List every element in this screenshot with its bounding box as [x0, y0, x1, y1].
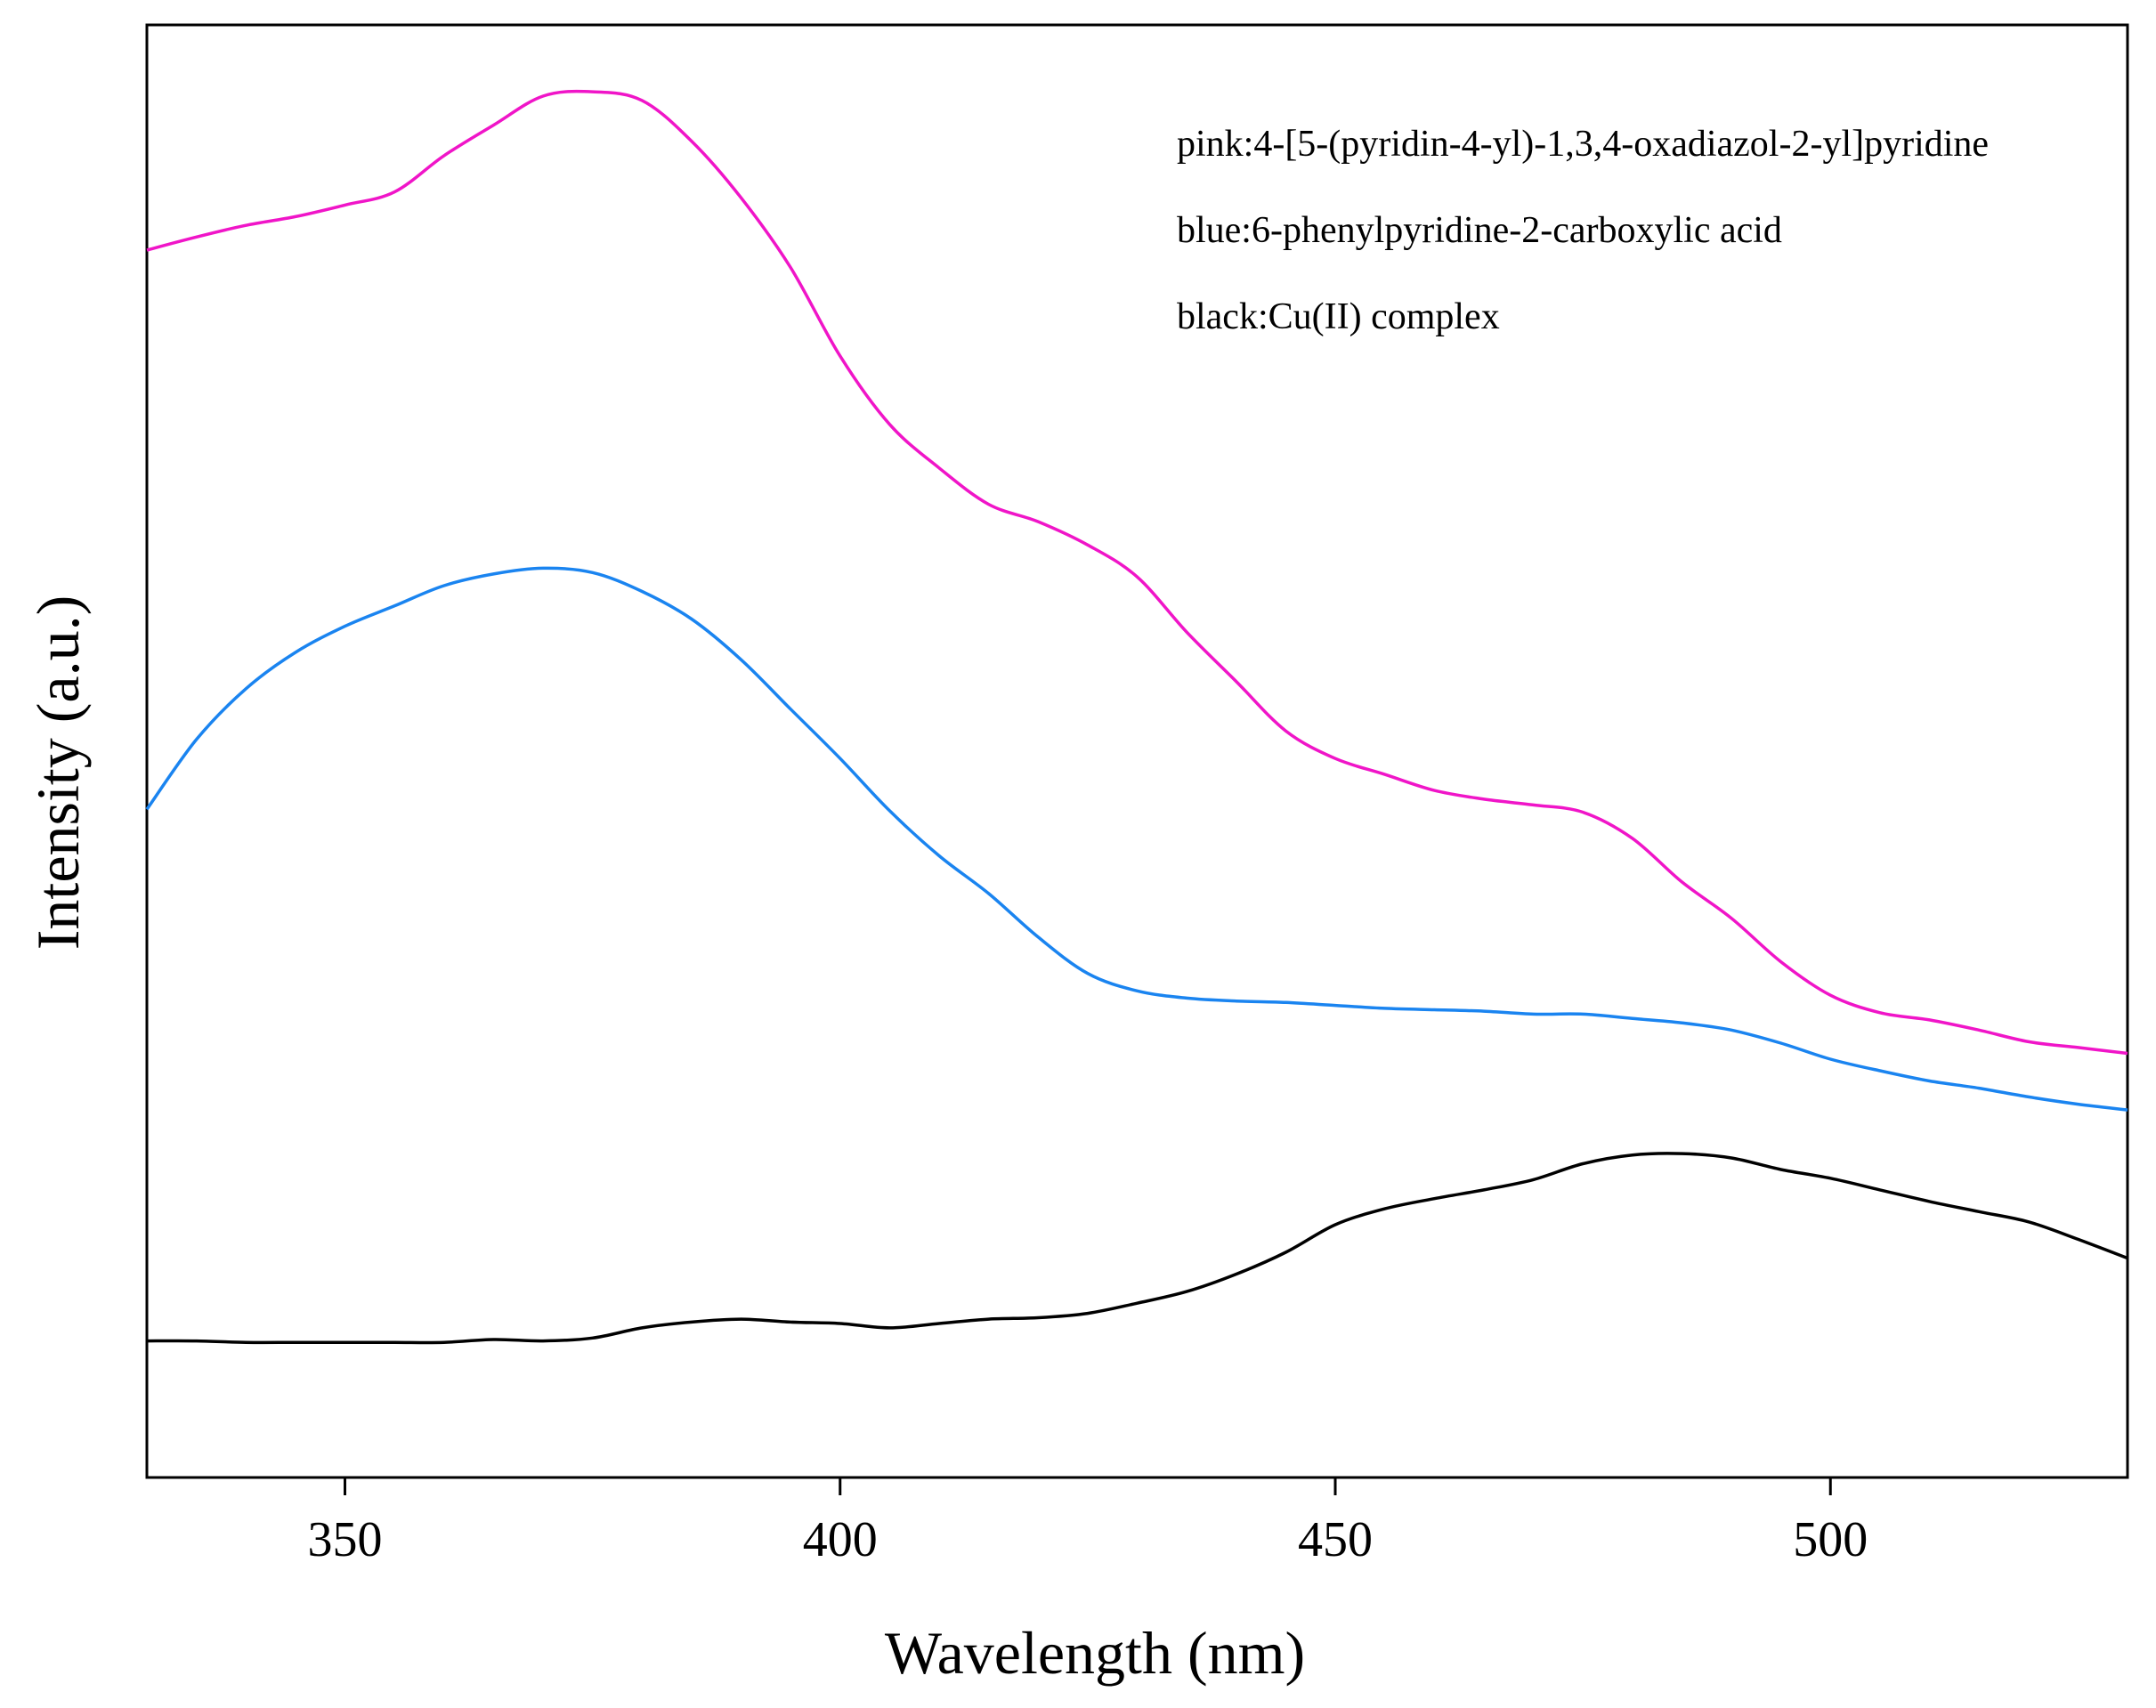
series-pink-line	[146, 89, 2128, 1056]
series-blue-line	[145, 566, 2128, 1112]
series-black-line	[146, 1152, 2128, 1345]
x-tick-label-400: 400	[803, 1512, 878, 1567]
series-layer	[145, 89, 2128, 1345]
x-tick-label-500: 500	[1793, 1512, 1868, 1567]
x-axis-label: Wavelength (nm)	[885, 1619, 1305, 1687]
legend: pink:4-[5-(pyridin-4-yl)-1,3,4-oxadiazol…	[1177, 124, 1989, 337]
x-tick-label-450: 450	[1298, 1512, 1373, 1567]
x-tick-label-350: 350	[308, 1512, 383, 1567]
legend-entry-black: black:Cu(II) complex	[1177, 296, 1500, 337]
y-axis-label: Intensity (a.u.)	[24, 595, 92, 950]
x-axis: 350 400 450 500	[308, 1477, 1868, 1567]
legend-entry-pink: pink:4-[5-(pyridin-4-yl)-1,3,4-oxadiazol…	[1177, 124, 1989, 165]
legend-entry-blue: blue:6-phenylpyridine-2-carboxylic acid	[1177, 210, 1782, 251]
plot-frame	[145, 23, 2129, 1479]
